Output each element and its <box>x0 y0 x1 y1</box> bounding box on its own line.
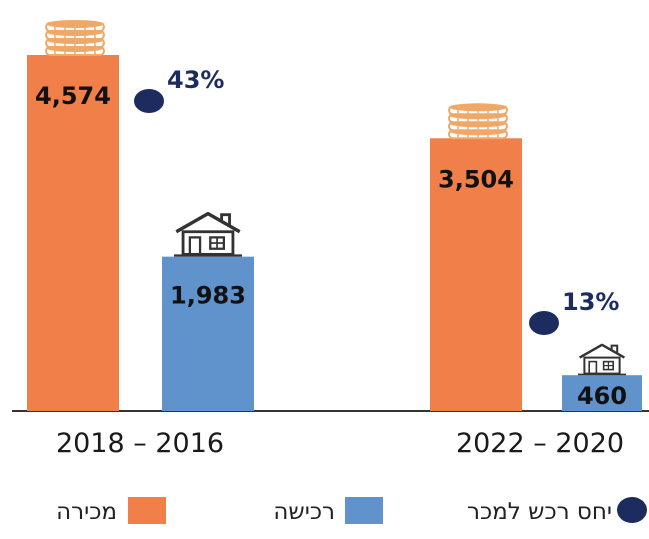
ratio-label: 43% <box>167 66 224 94</box>
bar-sale-label: 4,574 <box>35 82 111 110</box>
house-icon <box>578 343 627 376</box>
legend-label-ratio: יחס רכש למכר <box>467 499 612 525</box>
legend-label-sale: מכירה <box>56 499 117 525</box>
legend: מכירה רכישה יחס רכש למכר <box>56 497 647 525</box>
bar-sale <box>430 138 522 411</box>
coin <box>46 20 104 28</box>
house-door <box>588 360 598 375</box>
legend-swatch-ratio <box>617 497 647 523</box>
house-chimney <box>220 213 231 227</box>
coins-stack-icon <box>448 103 508 140</box>
legend-swatch-purchase <box>345 497 383 524</box>
coins-stack-icon <box>45 20 105 56</box>
x-tick-label: 2022 – 2020 <box>456 428 624 459</box>
legend-swatch-sale <box>128 497 166 524</box>
coin <box>449 103 507 112</box>
bar-purchase-label: 1,983 <box>170 282 246 310</box>
x-tick-label: 2018 – 2016 <box>56 428 224 459</box>
bar-sale <box>27 55 119 411</box>
legend-label-purchase: רכישה <box>273 499 335 525</box>
bar-sale-label: 3,504 <box>438 165 514 193</box>
house-icon <box>174 211 242 257</box>
ratio-dot <box>134 89 164 113</box>
ratio-dot <box>529 311 559 335</box>
bar-purchase <box>562 375 642 411</box>
bar-purchase-label: 460 <box>577 382 627 410</box>
ratio-label: 13% <box>562 288 619 316</box>
house-chimney <box>610 344 619 354</box>
bar-purchase <box>162 256 254 411</box>
